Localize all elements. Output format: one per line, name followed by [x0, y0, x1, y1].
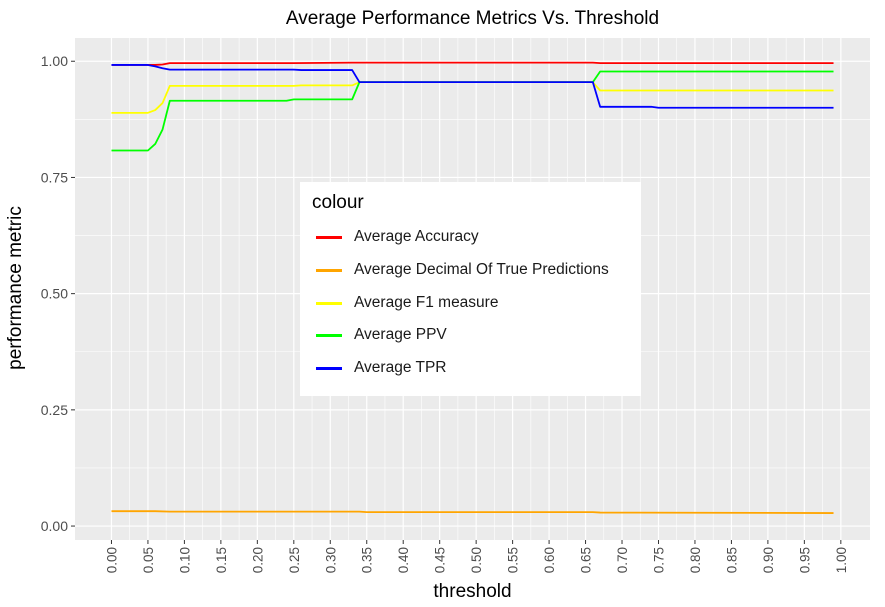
- x-tick-label: 0.45: [433, 547, 448, 573]
- legend-title: colour: [312, 192, 364, 213]
- x-tick-label: 0.40: [396, 547, 411, 573]
- y-tick-label: 0.25: [41, 402, 68, 418]
- series-lines: [111, 61, 834, 514]
- x-tick-label: 0.30: [323, 547, 338, 573]
- x-tick-label: 0.60: [542, 547, 557, 573]
- x-tick-label: 0.55: [506, 547, 521, 573]
- legend-label-accuracy: Average Accuracy: [354, 228, 479, 245]
- series-line-1: [111, 510, 834, 514]
- y-tick-label: 0.75: [41, 169, 68, 185]
- y-tick-label: 0.00: [41, 518, 68, 534]
- series-line-4: [111, 64, 834, 109]
- legend-item-true-predictions: Average Decimal Of True Predictions: [312, 259, 637, 283]
- series-line-3: [111, 70, 834, 152]
- x-tick-label: 0.15: [214, 547, 229, 573]
- x-tick-label: 0.50: [469, 547, 484, 573]
- x-tick-label: 1.00: [834, 547, 849, 573]
- y-axis-label: performance metric: [5, 206, 26, 370]
- legend-label-tpr: Average TPR: [354, 359, 447, 376]
- x-tick-label: 0.80: [688, 547, 703, 573]
- x-axis: 0.00 0.05 0.10 0.15 0.20 0.25 0.30 0.35 0.40 0.45…: [104, 540, 849, 573]
- x-tick-label: 0.95: [797, 547, 812, 573]
- legend: colour Average Accuracy Average Decimal …: [300, 182, 641, 396]
- legend-item-ppv: Average PPV: [312, 324, 637, 348]
- x-tick-label: 0.85: [724, 547, 739, 573]
- legend-item-accuracy: Average Accuracy: [312, 226, 637, 250]
- x-tick-label: 0.35: [360, 547, 375, 573]
- x-tick-label: 0.65: [579, 547, 594, 573]
- legend-label-true-predictions: Average Decimal Of True Predictions: [354, 261, 609, 278]
- legend-key-tpr: [316, 367, 342, 370]
- x-tick-label: 0.70: [615, 547, 630, 573]
- x-tick-label: 0.75: [651, 547, 666, 573]
- x-tick-label: 0.05: [141, 547, 156, 573]
- legend-item-tpr: Average TPR: [312, 357, 637, 381]
- legend-key-f1: [316, 302, 342, 305]
- y-tick-label: 1.00: [41, 53, 68, 69]
- chart-title: Average Performance Metrics Vs. Threshol…: [285, 8, 660, 29]
- legend-label-ppv: Average PPV: [354, 326, 447, 343]
- legend-key-ppv: [316, 334, 342, 337]
- series-line-0: [111, 61, 834, 66]
- x-tick-label: 0.90: [761, 547, 776, 573]
- legend-item-f1: Average F1 measure: [312, 292, 637, 316]
- x-tick-label: 0.00: [104, 547, 119, 573]
- y-axis: 0.00 0.25 0.50 0.75 1.00: [41, 53, 75, 534]
- legend-key-true-predictions: [316, 269, 342, 272]
- x-tick-label: 0.10: [177, 547, 192, 573]
- x-tick-label: 0.20: [250, 547, 265, 573]
- x-axis-label: threshold: [433, 581, 512, 602]
- legend-key-accuracy: [316, 236, 342, 239]
- y-tick-label: 0.50: [41, 286, 68, 302]
- legend-label-f1: Average F1 measure: [354, 294, 499, 311]
- x-tick-label: 0.25: [287, 547, 302, 573]
